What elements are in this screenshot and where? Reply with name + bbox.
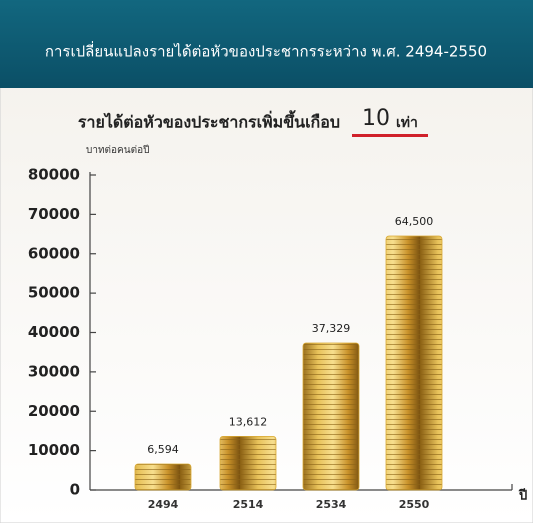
chart-title: การเปลี่ยนแปลงรายได้ต่อหัวของประชากรระหว… — [45, 41, 487, 61]
y-tick-label: 70000 — [28, 205, 80, 223]
value-label: 37,329 — [312, 322, 351, 335]
y-tick-label: 10000 — [28, 441, 80, 459]
y-tick-label: 0 — [70, 481, 80, 499]
x-axis-label: ปี — [518, 488, 527, 504]
y-tick-label: 60000 — [28, 244, 80, 262]
x-tick-label: 2534 — [316, 498, 347, 511]
x-tick-label: 2514 — [233, 498, 264, 511]
highlight: 10 — [362, 106, 390, 131]
value-label: 64,500 — [395, 215, 434, 228]
bar — [386, 236, 442, 490]
bar — [220, 436, 276, 490]
page: {"chart_data": {"type": "bar", "title": … — [0, 0, 533, 523]
subtitle: รายได้ต่อหัวของประชากรเพิ่มขึ้นเกือบ — [78, 110, 340, 132]
bar — [135, 464, 191, 490]
chart: การเปลี่ยนแปลงรายได้ต่อหัวของประชากรระหว… — [0, 0, 533, 523]
y-axis-label: บาทต่อคนต่อปี — [86, 144, 149, 156]
y-tick-label: 30000 — [28, 362, 80, 380]
highlight-unit: เท่า — [396, 115, 418, 131]
value-label: 13,612 — [229, 415, 268, 428]
highlight-underline — [352, 134, 428, 137]
y-tick-label: 80000 — [28, 166, 80, 184]
y-tick-label: 50000 — [28, 284, 80, 302]
bar — [303, 343, 359, 490]
y-tick-label: 20000 — [28, 402, 80, 420]
x-tick-label: 2550 — [399, 498, 430, 511]
y-tick-label: 40000 — [28, 323, 80, 341]
value-label: 6,594 — [147, 443, 179, 456]
x-tick-label: 2494 — [148, 498, 179, 511]
